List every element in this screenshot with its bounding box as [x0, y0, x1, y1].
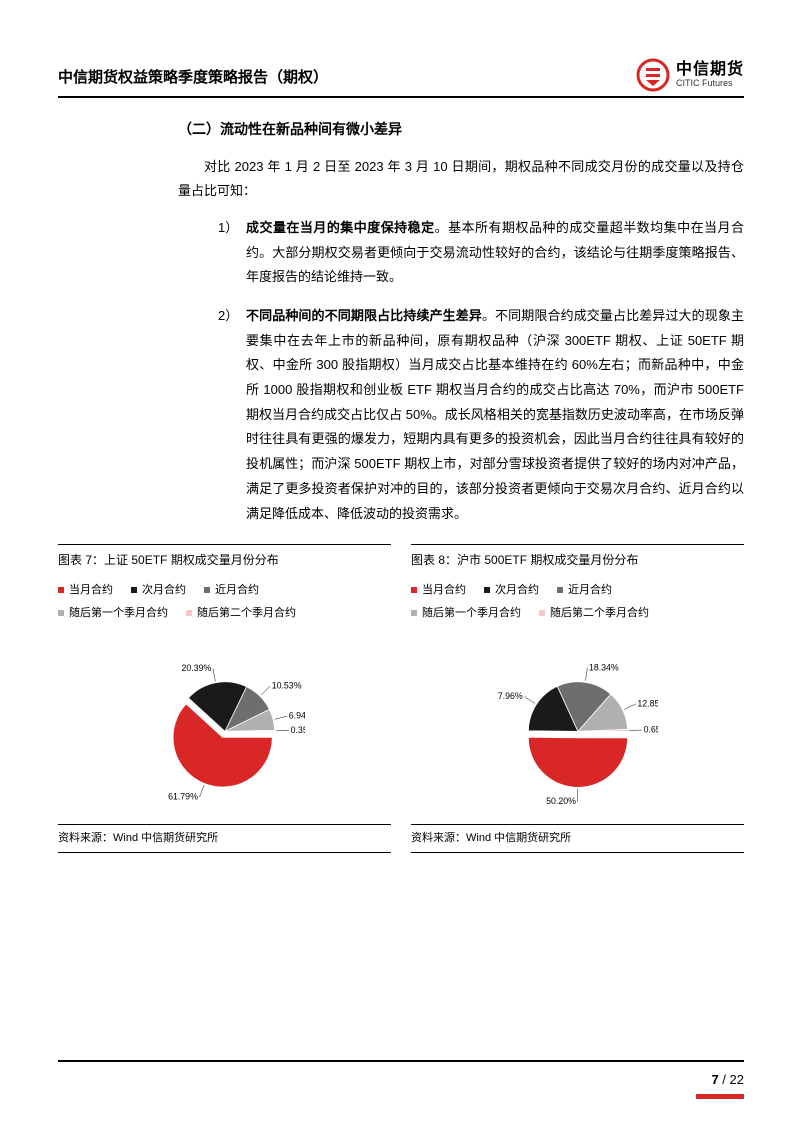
- svg-text:17.96%: 17.96%: [498, 691, 523, 701]
- legend-item: 近月合约: [557, 580, 612, 601]
- legend-label: 随后第二个季月合约: [550, 603, 649, 624]
- charts-row: 图表 7：上证 50ETF 期权成交量月份分布 当月合约 次月合约 近月合约 随…: [58, 544, 744, 852]
- intro-paragraph: 对比 2023 年 1 月 2 日至 2023 年 3 月 10 日期间，期权品…: [178, 155, 744, 204]
- chart-left-title: 图表 7：上证 50ETF 期权成交量月份分布: [58, 545, 391, 580]
- pie-left-svg: 61.79% 20.39% 10.53% 6.94% 0.35%: [145, 645, 305, 805]
- legend-swatch: [186, 610, 192, 616]
- legend-swatch: [58, 610, 64, 616]
- legend-item: 次月合约: [131, 580, 186, 601]
- legend-item: 随后第一个季月合约: [58, 603, 168, 624]
- list-bold: 不同品种间的不同期限占比持续产生差异: [246, 308, 482, 323]
- legend-item: 次月合约: [484, 580, 539, 601]
- legend-label: 随后第二个季月合约: [197, 603, 296, 624]
- legend-swatch: [131, 587, 137, 593]
- chart-left-source: 资料来源：Wind 中信期货研究所: [58, 824, 391, 853]
- chart-left-legend: 当月合约 次月合约 近月合约 随后第一个季月合约 随后第二个季月合约: [58, 580, 391, 624]
- list-item-2: 2） 不同品种间的不同期限占比持续产生差异。不同期限合约成交量占比差异过大的现象…: [218, 304, 744, 526]
- legend-label: 当月合约: [69, 580, 113, 601]
- page-sep: /: [719, 1072, 730, 1087]
- svg-text:10.53%: 10.53%: [271, 680, 301, 690]
- chart-right-title: 图表 8：沪市 500ETF 期权成交量月份分布: [411, 545, 744, 580]
- legend-swatch: [484, 587, 490, 593]
- list-rest: 。不同期限合约成交量占比差异过大的现象主要集中在去年上市的新品种间，原有期权品种…: [246, 308, 744, 521]
- chart-right-source: 资料来源：Wind 中信期货研究所: [411, 824, 744, 853]
- legend-label: 近月合约: [568, 580, 612, 601]
- legend-item: 随后第一个季月合约: [411, 603, 521, 624]
- page-total: 22: [730, 1072, 744, 1087]
- legend-item: 当月合约: [411, 580, 466, 601]
- header-title: 中信期货权益策略季度策略报告（期权）: [58, 64, 328, 93]
- list-num: 1）: [218, 216, 238, 241]
- chart-right-legend: 当月合约 次月合约 近月合约 随后第一个季月合约 随后第二个季月合约: [411, 580, 744, 624]
- legend-swatch: [204, 587, 210, 593]
- page-header: 中信期货权益策略季度策略报告（期权） 中信期货 CITIC Futures: [58, 58, 744, 98]
- chart-left: 图表 7：上证 50ETF 期权成交量月份分布 当月合约 次月合约 近月合约 随…: [58, 544, 391, 852]
- logo-icon: [636, 58, 670, 92]
- legend-label: 当月合约: [422, 580, 466, 601]
- svg-text:12.85%: 12.85%: [637, 698, 658, 708]
- pie-right-svg: 50.20% 17.96% 18.34% 12.85% 0.65%: [498, 645, 658, 805]
- legend-label: 次月合约: [142, 580, 186, 601]
- logo-cn: 中信期货: [676, 61, 744, 79]
- legend-swatch: [557, 587, 563, 593]
- legend-swatch: [411, 587, 417, 593]
- legend-swatch: [58, 587, 64, 593]
- logo: 中信期货 CITIC Futures: [636, 58, 744, 92]
- chart-right-pie: 50.20% 17.96% 18.34% 12.85% 0.65%: [411, 630, 744, 820]
- svg-text:6.94%: 6.94%: [288, 710, 304, 720]
- list-bold: 成交量在当月的集中度保持稳定: [246, 220, 435, 235]
- page-footer: 7 / 22: [58, 1060, 744, 1093]
- logo-text: 中信期货 CITIC Futures: [676, 61, 744, 88]
- legend-label: 次月合约: [495, 580, 539, 601]
- page-number: 7: [711, 1072, 718, 1087]
- page: 中信期货权益策略季度策略报告（期权） 中信期货 CITIC Futures （二…: [0, 0, 802, 1133]
- legend-item: 随后第二个季月合约: [539, 603, 649, 624]
- legend-item: 当月合约: [58, 580, 113, 601]
- legend-swatch: [539, 610, 545, 616]
- svg-text:0.35%: 0.35%: [290, 725, 304, 735]
- svg-text:61.79%: 61.79%: [168, 791, 198, 801]
- logo-en: CITIC Futures: [676, 79, 744, 89]
- legend-item: 近月合约: [204, 580, 259, 601]
- section-heading: （二）流动性在新品种间有微小差异: [178, 116, 744, 143]
- legend-label: 随后第一个季月合约: [422, 603, 521, 624]
- svg-text:0.65%: 0.65%: [643, 724, 657, 734]
- svg-text:18.34%: 18.34%: [588, 662, 618, 672]
- svg-text:50.20%: 50.20%: [546, 796, 576, 805]
- chart-left-pie: 61.79% 20.39% 10.53% 6.94% 0.35%: [58, 630, 391, 820]
- footer-accent: [696, 1094, 744, 1099]
- legend-item: 随后第二个季月合约: [186, 603, 296, 624]
- legend-label: 随后第一个季月合约: [69, 603, 168, 624]
- numbered-list: 1） 成交量在当月的集中度保持稳定。基本所有期权品种的成交量超半数均集中在当月合…: [218, 216, 744, 526]
- legend-label: 近月合约: [215, 580, 259, 601]
- legend-swatch: [411, 610, 417, 616]
- svg-text:20.39%: 20.39%: [181, 663, 211, 673]
- chart-right: 图表 8：沪市 500ETF 期权成交量月份分布 当月合约 次月合约 近月合约 …: [411, 544, 744, 852]
- list-item-1: 1） 成交量在当月的集中度保持稳定。基本所有期权品种的成交量超半数均集中在当月合…: [218, 216, 744, 290]
- list-num: 2）: [218, 304, 238, 329]
